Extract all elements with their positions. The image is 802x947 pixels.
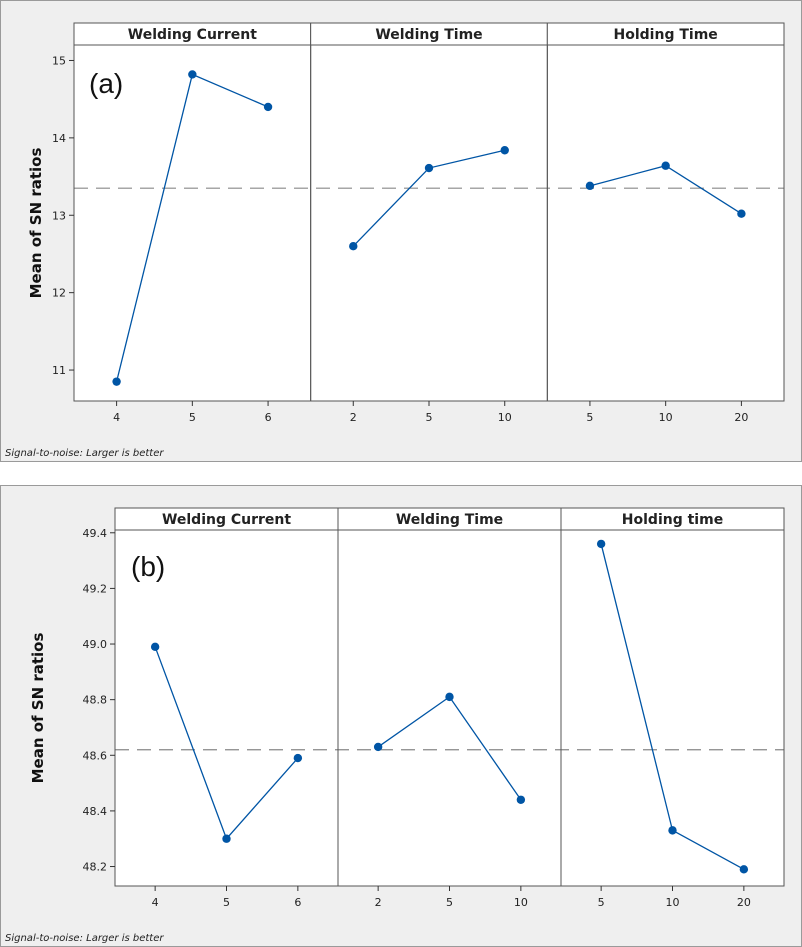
footnote: Signal-to-noise: Larger is better [5,448,164,459]
panel-label: (a) [89,68,123,99]
data-point [596,539,606,549]
data-point [222,834,231,843]
x-tick-label: 4 [113,411,120,424]
data-point [739,865,749,874]
x-tick-label: 2 [350,411,357,424]
x-tick-label: 10 [666,896,680,909]
x-tick-label: 5 [598,896,605,909]
panel-title: Welding Time [396,512,503,528]
panel-title: Welding Time [375,27,482,43]
data-point [293,753,303,763]
y-axis-title: Mean of SN ratios [27,148,45,299]
x-tick-label: 6 [265,411,272,424]
x-tick-label: 5 [426,411,433,424]
data-point [373,742,383,752]
x-tick-label: 5 [223,896,230,909]
chart-b: Welding Current 4 5 6 Welding Time 2 5 10 Holdin… [0,485,802,947]
data-point [424,163,434,173]
y-tick-label: 48.2 [83,861,108,874]
plot-area [115,530,784,886]
y-tick-label: 48.4 [83,805,108,818]
chart-b-svg: Welding Current 4 5 6 Welding Time 2 5 10 Holdin… [5,507,785,944]
plot-area [74,45,784,401]
x-tick-label: 10 [498,411,512,424]
x-tick-label: 4 [152,896,159,909]
x-tick-label: 10 [514,896,528,909]
data-point [500,146,509,155]
chart-a: Welding Current 4 5 6 Welding Time 2 5 10 Holdin… [0,0,802,462]
data-point [668,826,677,835]
data-point [661,161,670,170]
y-tick-label: 49.0 [83,638,108,651]
y-axis-title: Mean of SN ratios [29,633,47,784]
data-point [263,102,273,112]
x-tick-label: 5 [189,411,196,424]
data-point [349,242,358,251]
y-tick-label: 48.6 [83,749,108,762]
y-tick-label: 14 [52,132,66,145]
panel-title: Holding time [622,512,723,528]
panel-title: Welding Current [128,27,257,43]
data-point [150,642,160,652]
panel-label: (b) [131,551,165,582]
chart-a-svg: Welding Current 4 5 6 Welding Time 2 5 10 Holdin… [5,22,785,459]
x-tick-label: 5 [586,411,593,424]
x-tick-label: 20 [734,411,748,424]
data-point [737,209,746,218]
y-tick-label: 48.8 [83,694,108,707]
data-point [585,181,595,191]
y-tick-label: 49.4 [83,527,108,540]
data-point [112,377,121,386]
x-tick-label: 20 [737,896,751,909]
x-tick-label: 5 [446,896,453,909]
panel-title: Holding Time [614,27,718,43]
data-point [516,795,526,804]
data-point [445,692,454,702]
data-point [188,70,197,79]
x-tick-label: 10 [659,411,673,424]
y-tick-label: 15 [52,54,66,67]
footnote: Signal-to-noise: Larger is better [5,933,164,944]
x-tick-label: 6 [294,896,301,909]
y-tick-label: 13 [52,209,66,222]
y-tick-label: 12 [52,287,66,300]
x-tick-label: 2 [375,896,382,909]
panel-title: Welding Current [162,512,291,528]
y-tick-label: 49.2 [83,582,108,595]
y-tick-label: 11 [52,364,66,377]
